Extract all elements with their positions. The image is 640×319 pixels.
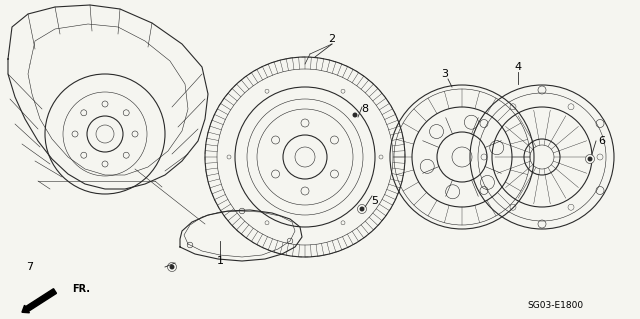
Circle shape bbox=[353, 113, 358, 117]
Text: 5: 5 bbox=[371, 196, 378, 206]
Text: 7: 7 bbox=[26, 262, 33, 272]
Circle shape bbox=[470, 85, 614, 229]
Text: 4: 4 bbox=[515, 62, 522, 72]
Circle shape bbox=[588, 157, 593, 161]
Circle shape bbox=[360, 206, 364, 211]
Text: 1: 1 bbox=[216, 256, 223, 266]
Circle shape bbox=[358, 204, 367, 213]
Text: 8: 8 bbox=[362, 104, 369, 114]
Text: 6: 6 bbox=[598, 136, 605, 146]
Polygon shape bbox=[8, 5, 208, 189]
Circle shape bbox=[390, 85, 534, 229]
Polygon shape bbox=[180, 210, 302, 261]
Circle shape bbox=[170, 264, 175, 270]
Circle shape bbox=[586, 154, 595, 164]
Circle shape bbox=[205, 57, 405, 257]
Text: 3: 3 bbox=[442, 69, 449, 79]
Text: FR.: FR. bbox=[72, 284, 90, 294]
Text: SG03-E1800: SG03-E1800 bbox=[527, 300, 583, 309]
Text: 2: 2 bbox=[328, 34, 335, 44]
FancyArrow shape bbox=[22, 289, 56, 313]
Circle shape bbox=[168, 263, 177, 271]
